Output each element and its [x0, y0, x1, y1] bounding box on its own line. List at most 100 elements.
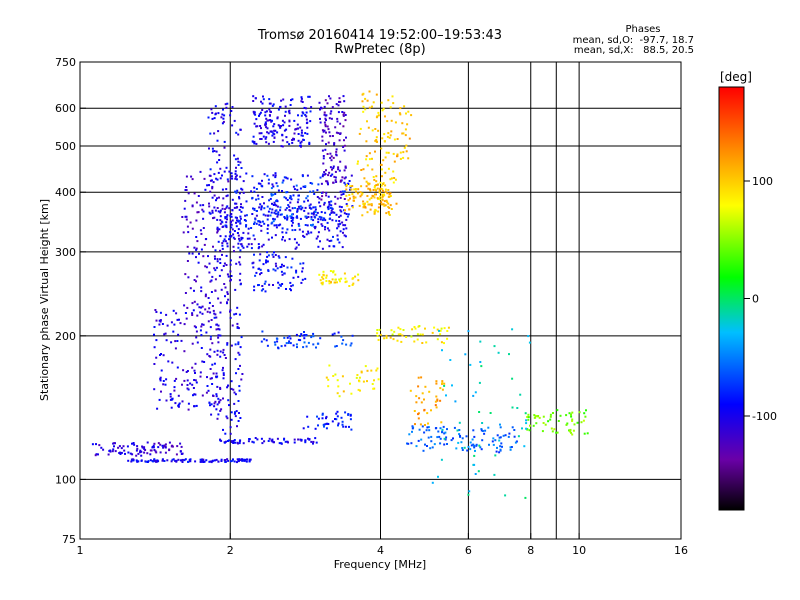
data-point	[241, 373, 244, 375]
data-point	[241, 188, 244, 191]
data-point	[275, 200, 278, 202]
data-point	[245, 214, 248, 217]
data-point	[494, 454, 497, 457]
data-point	[179, 322, 182, 325]
data-point	[421, 425, 424, 428]
data-point	[301, 270, 304, 273]
data-point	[213, 312, 216, 315]
data-point	[254, 218, 257, 221]
data-point	[217, 397, 220, 400]
data-point	[219, 262, 222, 264]
data-point	[219, 219, 222, 222]
data-point	[384, 184, 387, 187]
data-point	[559, 414, 562, 417]
data-point	[209, 132, 212, 135]
data-point	[473, 444, 476, 447]
data-point	[332, 211, 335, 214]
data-point	[253, 111, 256, 114]
data-point	[171, 458, 174, 461]
data-point	[222, 120, 225, 123]
data-point	[439, 437, 442, 440]
data-point	[274, 234, 277, 237]
data-point	[312, 335, 315, 338]
data-point	[348, 285, 351, 287]
data-point	[233, 250, 235, 253]
data-point	[239, 459, 241, 462]
data-point	[473, 463, 476, 466]
data-point	[220, 439, 223, 442]
data-point	[200, 325, 203, 328]
data-point	[346, 215, 349, 218]
data-point	[262, 135, 265, 138]
data-point	[481, 430, 484, 432]
data-point	[440, 341, 443, 344]
data-point	[373, 178, 376, 181]
data-point	[276, 437, 279, 440]
data-point	[187, 192, 190, 195]
data-point	[305, 118, 308, 121]
data-point	[295, 343, 298, 346]
data-point	[300, 97, 303, 100]
x-tick-label: 10	[572, 544, 586, 557]
data-point	[285, 231, 288, 234]
data-point	[323, 201, 326, 204]
data-point	[234, 393, 237, 396]
data-point	[254, 437, 257, 439]
data-point	[212, 309, 215, 312]
colorbar-label: [deg]	[720, 70, 752, 84]
data-point	[237, 246, 240, 249]
data-point	[258, 206, 261, 209]
data-point	[230, 344, 233, 347]
data-point	[219, 235, 222, 238]
data-point	[424, 443, 426, 446]
data-point	[178, 318, 180, 321]
data-point	[260, 437, 263, 440]
data-point	[342, 146, 345, 148]
data-point	[312, 442, 314, 445]
data-point	[209, 335, 212, 338]
data-point	[297, 222, 300, 225]
data-point	[239, 417, 242, 419]
data-point	[199, 170, 202, 173]
data-point	[218, 401, 221, 404]
data-point	[339, 209, 342, 212]
data-point	[339, 230, 342, 233]
data-point	[315, 441, 318, 444]
data-point	[289, 215, 292, 218]
data-point	[283, 272, 286, 275]
data-point	[292, 216, 295, 219]
data-point	[199, 229, 202, 232]
data-point	[219, 399, 222, 402]
data-point	[361, 100, 364, 103]
data-point	[340, 335, 343, 338]
data-point	[455, 447, 458, 450]
data-point	[314, 216, 317, 219]
data-point	[259, 125, 262, 127]
data-point	[472, 394, 475, 397]
data-point	[399, 333, 402, 336]
data-point	[391, 333, 394, 336]
data-point	[288, 335, 291, 338]
data-point	[375, 93, 378, 96]
data-point	[420, 438, 423, 441]
data-point	[366, 99, 369, 102]
data-point	[270, 130, 273, 133]
data-point	[524, 496, 527, 499]
data-point	[221, 369, 224, 372]
data-point	[305, 197, 308, 200]
data-point	[377, 210, 380, 213]
data-point	[253, 190, 256, 193]
phases-info-title: Phases	[625, 24, 660, 35]
data-point	[289, 195, 292, 197]
data-point	[258, 132, 261, 135]
data-point	[195, 336, 198, 339]
data-point	[223, 211, 226, 214]
data-point	[235, 221, 237, 224]
data-point	[334, 126, 337, 129]
data-point	[565, 423, 568, 426]
data-point	[223, 262, 226, 265]
data-point	[247, 243, 250, 246]
data-point	[399, 113, 402, 116]
data-point	[314, 225, 317, 228]
data-point	[157, 442, 160, 445]
